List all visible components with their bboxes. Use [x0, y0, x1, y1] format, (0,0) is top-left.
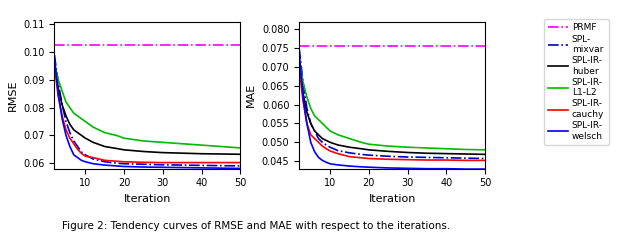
Text: Figure 2: Tendency curves of RMSE and MAE with respect to the iterations.: Figure 2: Tendency curves of RMSE and MA…: [62, 221, 450, 231]
Y-axis label: RMSE: RMSE: [8, 80, 18, 111]
Y-axis label: MAE: MAE: [246, 83, 256, 107]
Legend: PRMF, SPL-
mixvar, SPL-IR-
huber, SPL-IR-
L1-L2, SPL-IR-
cauchy, SPL-IR-
welsch: PRMF, SPL- mixvar, SPL-IR- huber, SPL-IR…: [544, 19, 609, 145]
X-axis label: Iteration: Iteration: [369, 194, 416, 204]
X-axis label: Iteration: Iteration: [124, 194, 171, 204]
